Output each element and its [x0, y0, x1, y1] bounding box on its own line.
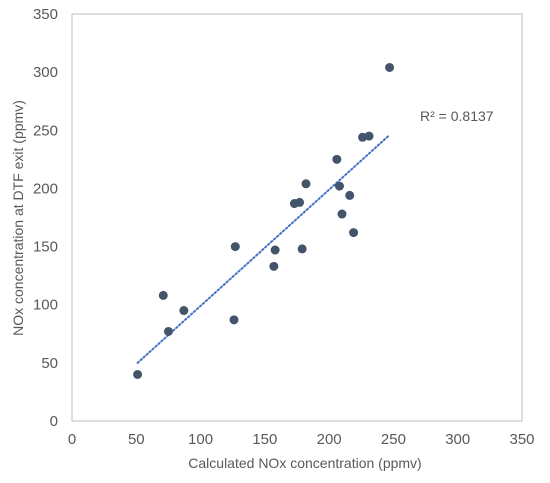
- y-tick-labels: 0 50 100 150 200 250 300 350: [33, 6, 58, 430]
- axes: [71, 13, 523, 422]
- x-axis-title: Calculated NOx concentration (ppmv): [188, 455, 421, 471]
- x-tick-label: 150: [252, 431, 277, 448]
- data-point: [349, 228, 359, 238]
- x-tick-label: 0: [68, 431, 76, 448]
- data-point: [179, 306, 189, 316]
- data-point: [158, 290, 168, 300]
- data-point: [229, 315, 239, 325]
- trendline: [136, 133, 391, 364]
- data-points: [133, 62, 395, 379]
- data-point: [270, 245, 280, 255]
- x-tick-label: 200: [317, 431, 342, 448]
- y-tick-label: 200: [33, 180, 58, 197]
- y-tick-label: 50: [41, 355, 58, 372]
- x-tick-label: 300: [445, 431, 470, 448]
- plot-frame: [71, 13, 523, 422]
- y-axis-title: NOx concentration at DTF exit (ppmv): [10, 100, 26, 336]
- x-tick-label: 50: [128, 431, 145, 448]
- data-point: [163, 326, 173, 336]
- data-point: [133, 369, 143, 379]
- data-point: [345, 190, 355, 200]
- x-tick-labels: 0 50 100 150 200 250 300 350: [68, 431, 535, 448]
- y-tick-label: 250: [33, 122, 58, 139]
- data-point: [337, 209, 347, 219]
- y-tick-label: 300: [33, 64, 58, 81]
- data-point: [297, 244, 307, 254]
- x-tick-label: 250: [381, 431, 406, 448]
- y-tick-label: 350: [33, 6, 58, 23]
- data-point: [230, 242, 240, 252]
- trendline-group: [136, 133, 391, 364]
- data-point: [332, 154, 342, 164]
- data-point: [364, 131, 374, 141]
- x-tick-label: 350: [509, 431, 534, 448]
- y-tick-label: 150: [33, 239, 58, 256]
- x-tick-label: 100: [188, 431, 213, 448]
- y-tick-label: 0: [50, 413, 58, 430]
- data-point: [385, 62, 395, 72]
- data-point: [295, 197, 305, 207]
- r-squared-annotation: R² = 0.8137: [420, 108, 494, 124]
- data-point: [269, 261, 279, 271]
- y-tick-label: 100: [33, 297, 58, 314]
- data-point: [334, 181, 344, 191]
- data-point: [301, 179, 311, 189]
